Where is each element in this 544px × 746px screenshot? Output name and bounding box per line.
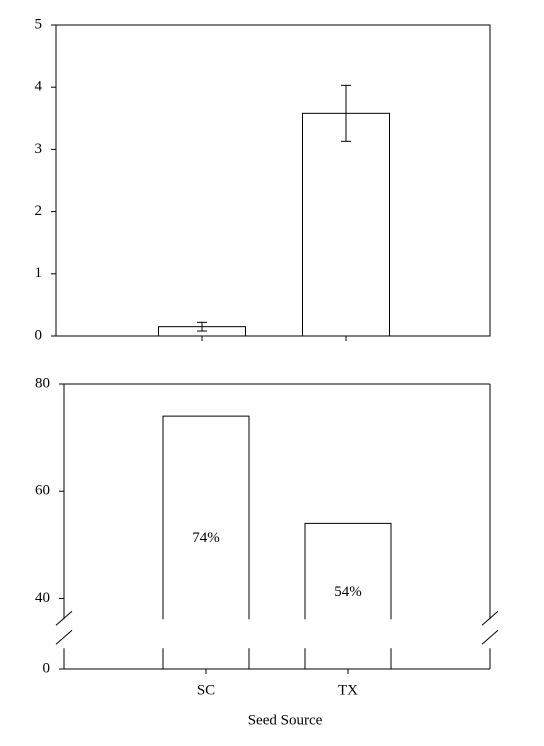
y-tick-label: 3: [35, 141, 43, 157]
y-tick-label: 4: [35, 79, 43, 95]
x-tick-label: TX: [338, 682, 358, 698]
bar: [162, 415, 250, 620]
bar: [302, 112, 390, 337]
y-tick-label: 1: [35, 265, 43, 281]
value-label: 54%: [334, 584, 362, 600]
x-axis-label: Seed Source: [248, 712, 323, 728]
y-tick-label: 40: [35, 590, 50, 606]
y-tick-label: 5: [35, 16, 43, 32]
y-tick-label: 60: [35, 483, 50, 499]
y-tick-label: 0: [35, 327, 43, 343]
y-tick-label: 0: [43, 660, 51, 676]
break-mark: [55, 629, 73, 645]
break-mark: [481, 610, 499, 626]
x-tick-label: SC: [197, 682, 215, 698]
y-tick-label: 80: [35, 375, 50, 391]
y-tick-label: 2: [35, 203, 43, 219]
break-mark: [481, 629, 499, 645]
break-mark: [55, 610, 73, 626]
plot-frame: [55, 24, 491, 337]
value-label: 74%: [192, 530, 220, 546]
bar: [304, 522, 392, 620]
